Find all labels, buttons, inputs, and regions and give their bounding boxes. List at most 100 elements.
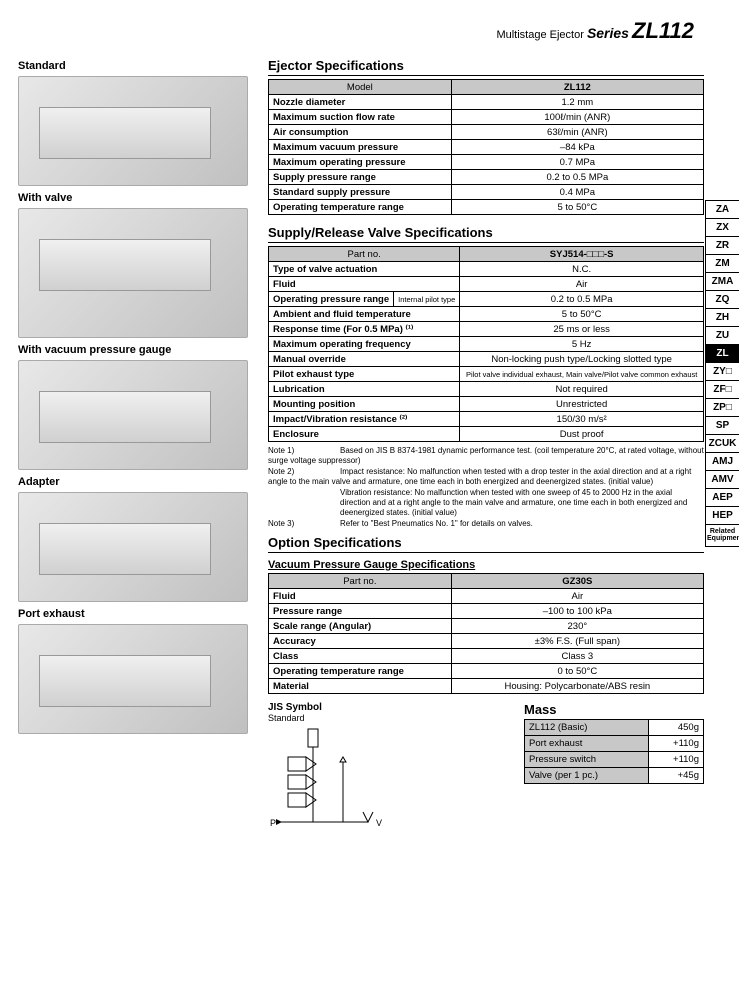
spec-value: 0.4 MPa — [451, 185, 703, 200]
side-tab[interactable]: ZY□ — [705, 362, 739, 381]
variant-label: Port exhaust — [18, 608, 258, 620]
ejector-hdr-r: ZL112 — [451, 80, 703, 95]
spec-label: Maximum operating frequency — [269, 337, 460, 352]
side-tab[interactable]: AEP — [705, 488, 739, 507]
valve-hdr-r: SYJ514-□□□-S — [460, 247, 704, 262]
spec-value: 100ℓ/min (ANR) — [451, 110, 703, 125]
page-header: Multistage Ejector Series ZL112 — [18, 18, 704, 44]
spec-label: Maximum vacuum pressure — [269, 140, 452, 155]
spec-label: Material — [269, 679, 452, 694]
header-prefix: Multistage Ejector — [496, 29, 583, 41]
variant-label: With vacuum pressure gauge — [18, 344, 258, 356]
spec-label: Operating temperature range — [269, 664, 452, 679]
mass-value: 450g — [648, 720, 703, 736]
spec-value: 230° — [451, 619, 703, 634]
spec-label: Response time (For 0.5 MPa) ⁽¹⁾ — [269, 322, 460, 337]
valve-title: Supply/Release Valve Specifications — [268, 225, 704, 243]
variant-label: With valve — [18, 192, 258, 204]
jis-label: JIS Symbol — [268, 702, 494, 713]
spec-value: Not required — [460, 382, 704, 397]
spec-value: Housing: Polycarbonate/ABS resin — [451, 679, 703, 694]
spec-value: 5 to 50°C — [451, 200, 703, 215]
ejector-table: ModelZL112 Nozzle diameter1.2 mmMaximum … — [268, 79, 704, 215]
spec-label: Supply pressure range — [269, 170, 452, 185]
ejector-hdr-l: Model — [269, 80, 452, 95]
spec-value: 150/30 m/s² — [460, 412, 704, 427]
gauge-hdr-r: GZ30S — [451, 574, 703, 589]
spec-value: 5 Hz — [460, 337, 704, 352]
side-tab[interactable]: ZMA — [705, 272, 739, 291]
spec-label: Operating temperature range — [269, 200, 452, 215]
spec-value: N.C. — [460, 262, 704, 277]
note-3: Refer to "Best Pneumatics No. 1" for det… — [340, 519, 533, 528]
mass-label: Pressure switch — [525, 752, 649, 768]
header-model: ZL112 — [632, 18, 694, 43]
mass-block: Mass ZL112 (Basic)450gPort exhaust+110gP… — [524, 702, 704, 784]
spec-label: Manual override — [269, 352, 460, 367]
side-tab[interactable]: SP — [705, 416, 739, 435]
side-tab[interactable]: ZM — [705, 254, 739, 273]
product-image — [18, 76, 248, 186]
mass-title: Mass — [524, 702, 704, 717]
spec-value: –84 kPa — [451, 140, 703, 155]
spec-label: Standard supply pressure — [269, 185, 452, 200]
product-image — [18, 624, 248, 734]
spec-label: Impact/Vibration resistance ⁽²⁾ — [269, 412, 460, 427]
variant-label: Adapter — [18, 476, 258, 488]
spec-value: 0 to 50°C — [451, 664, 703, 679]
product-image — [18, 208, 248, 338]
spec-label: Fluid — [269, 277, 460, 292]
note-2b: Vibration resistance: No malfunction whe… — [340, 488, 687, 517]
product-image — [18, 360, 248, 470]
mass-label: ZL112 (Basic) — [525, 720, 649, 736]
gauge-hdr-l: Part no. — [269, 574, 452, 589]
gauge-table: Part no.GZ30S FluidAirPressure range–100… — [268, 573, 704, 694]
spec-value: 25 ms or less — [460, 322, 704, 337]
spec-label: Mounting position — [269, 397, 460, 412]
spec-label: Maximum operating pressure — [269, 155, 452, 170]
spec-value: Non-locking push type/Locking slotted ty… — [460, 352, 704, 367]
side-tab-related[interactable]: Related Equipment — [705, 524, 739, 547]
svg-text:P: P — [270, 818, 276, 828]
spec-label: Class — [269, 649, 452, 664]
side-tabs: ZAZXZRZMZMAZQZHZUZLZY□ZF□ZP□SPZCUKAMJAMV… — [705, 200, 739, 546]
variant-label: Standard — [18, 60, 258, 72]
spec-label: Type of valve actuation — [269, 262, 460, 277]
mass-table: ZL112 (Basic)450gPort exhaust+110gPressu… — [524, 719, 704, 784]
side-tab[interactable]: ZU — [705, 326, 739, 345]
spec-value: ±3% F.S. (Full span) — [451, 634, 703, 649]
side-tab[interactable]: ZR — [705, 236, 739, 255]
mass-value: +45g — [648, 768, 703, 784]
spec-label: Pressure range — [269, 604, 452, 619]
header-series: Series — [587, 25, 629, 41]
side-tab[interactable]: ZL — [705, 344, 739, 363]
left-column: Standard With valve With vacuum pressure g… — [18, 54, 268, 837]
gauge-title: Vacuum Pressure Gauge Specifications — [268, 559, 704, 571]
jis-block: JIS Symbol Standard — [268, 702, 494, 837]
side-tab[interactable]: ZH — [705, 308, 739, 327]
side-tab[interactable]: ZX — [705, 218, 739, 237]
spec-value: 63ℓ/min (ANR) — [451, 125, 703, 140]
spec-value: 0.2 to 0.5 MPa — [451, 170, 703, 185]
spec-value: Pilot valve individual exhaust, Main val… — [460, 367, 704, 382]
side-tab[interactable]: ZP□ — [705, 398, 739, 417]
side-tab[interactable]: HEP — [705, 506, 739, 525]
side-tab[interactable]: ZQ — [705, 290, 739, 309]
spec-label: Accuracy — [269, 634, 452, 649]
side-tab[interactable]: AMJ — [705, 452, 739, 471]
spec-value: 5 to 50°C — [460, 307, 704, 322]
spec-label: Ambient and fluid temperature — [269, 307, 460, 322]
spec-label: Lubrication — [269, 382, 460, 397]
side-tab[interactable]: ZA — [705, 200, 739, 219]
spec-label: Pilot exhaust type — [269, 367, 460, 382]
spec-label: Nozzle diameter — [269, 95, 452, 110]
spec-value: Air — [451, 589, 703, 604]
mass-value: +110g — [648, 752, 703, 768]
spec-value: 0.7 MPa — [451, 155, 703, 170]
spec-sublabel: Internal pilot type — [394, 292, 460, 307]
side-tab[interactable]: AMV — [705, 470, 739, 489]
side-tab[interactable]: ZCUK — [705, 434, 739, 453]
right-column: Ejector Specifications ModelZL112 Nozzle… — [268, 54, 704, 837]
spec-value: Class 3 — [451, 649, 703, 664]
side-tab[interactable]: ZF□ — [705, 380, 739, 399]
